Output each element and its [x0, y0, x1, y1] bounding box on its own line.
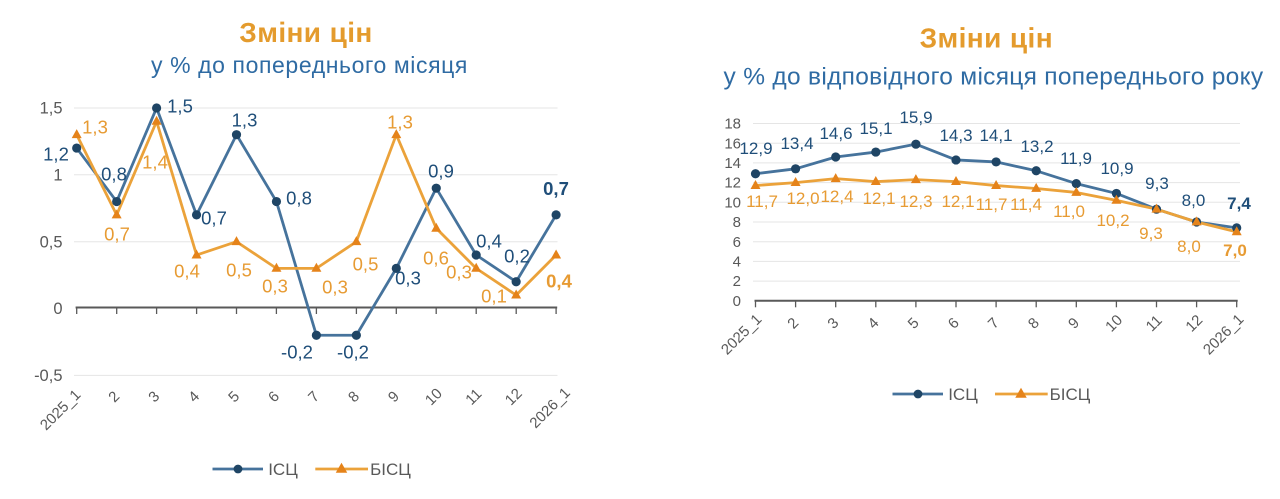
svg-text:ІСЦ: ІСЦ — [948, 385, 978, 404]
svg-text:1,5: 1,5 — [167, 96, 193, 117]
svg-text:8,0: 8,0 — [1177, 237, 1201, 256]
svg-text:13,4: 13,4 — [780, 134, 813, 153]
svg-text:11,4: 11,4 — [1010, 195, 1042, 214]
svg-text:БІСЦ: БІСЦ — [370, 460, 411, 479]
svg-text:9,3: 9,3 — [1139, 224, 1163, 243]
svg-text:15,1: 15,1 — [859, 119, 892, 138]
svg-text:12,3: 12,3 — [899, 192, 932, 211]
svg-text:0,3: 0,3 — [395, 268, 421, 289]
svg-text:14: 14 — [724, 155, 741, 172]
svg-text:0,9: 0,9 — [428, 161, 454, 182]
svg-text:ІСЦ: ІСЦ — [268, 460, 298, 479]
svg-text:4: 4 — [733, 254, 741, 271]
svg-text:0: 0 — [733, 293, 741, 310]
svg-text:11,9: 11,9 — [1060, 149, 1092, 168]
svg-text:-0,5: -0,5 — [34, 367, 62, 385]
svg-text:0,5: 0,5 — [40, 233, 63, 251]
svg-text:1,5: 1,5 — [40, 100, 63, 118]
svg-text:12,1: 12,1 — [941, 192, 974, 211]
svg-text:11,0: 11,0 — [1053, 202, 1085, 221]
svg-text:12,0: 12,0 — [786, 189, 819, 208]
svg-text:-0,2: -0,2 — [337, 342, 369, 363]
svg-text:14,6: 14,6 — [819, 124, 852, 143]
svg-text:0,7: 0,7 — [201, 208, 227, 229]
svg-text:12: 12 — [724, 175, 741, 192]
svg-text:0,6: 0,6 — [423, 248, 449, 269]
svg-text:0,4: 0,4 — [476, 231, 502, 252]
svg-text:8,0: 8,0 — [1182, 191, 1206, 210]
svg-text:0,8: 0,8 — [286, 188, 312, 209]
svg-text:12,9: 12,9 — [739, 139, 772, 158]
svg-text:6: 6 — [733, 234, 741, 251]
svg-text:13,2: 13,2 — [1020, 137, 1053, 156]
svg-text:12,4: 12,4 — [820, 187, 853, 206]
svg-text:0,7: 0,7 — [543, 178, 569, 199]
svg-text:0,5: 0,5 — [226, 260, 252, 281]
svg-text:0,3: 0,3 — [322, 277, 348, 298]
svg-text:0,5: 0,5 — [353, 254, 379, 275]
svg-text:11,7: 11,7 — [976, 195, 1008, 214]
svg-text:у % до відповідного місяця поп: у % до відповідного місяця попереднього … — [724, 64, 1264, 91]
svg-text:Зміни цін: Зміни цін — [239, 17, 372, 48]
svg-text:14,1: 14,1 — [979, 126, 1012, 145]
svg-text:9,3: 9,3 — [1145, 174, 1169, 193]
svg-text:16: 16 — [724, 135, 741, 152]
svg-text:1: 1 — [53, 166, 62, 184]
svg-text:12,1: 12,1 — [862, 189, 895, 208]
svg-text:БІСЦ: БІСЦ — [1050, 385, 1091, 404]
svg-text:7,0: 7,0 — [1223, 241, 1247, 260]
svg-text:0,3: 0,3 — [446, 262, 472, 283]
svg-text:2: 2 — [733, 273, 741, 290]
svg-text:14,3: 14,3 — [939, 126, 972, 145]
svg-text:0,1: 0,1 — [481, 286, 507, 307]
svg-text:у % до попереднього місяця: у % до попереднього місяця — [151, 52, 468, 78]
svg-text:11,7: 11,7 — [746, 192, 778, 211]
svg-text:1,2: 1,2 — [43, 144, 69, 165]
svg-text:10,9: 10,9 — [1100, 159, 1133, 178]
svg-text:0: 0 — [53, 300, 62, 318]
svg-text:0,7: 0,7 — [104, 224, 130, 245]
svg-text:1,3: 1,3 — [232, 110, 258, 131]
svg-text:18: 18 — [724, 116, 741, 133]
svg-text:1,3: 1,3 — [82, 117, 108, 138]
svg-text:1,4: 1,4 — [142, 152, 168, 173]
svg-text:10: 10 — [724, 194, 741, 211]
svg-text:0,2: 0,2 — [504, 246, 530, 267]
svg-text:8: 8 — [733, 214, 741, 231]
svg-text:10,2: 10,2 — [1096, 211, 1129, 230]
svg-text:Зміни цін: Зміни цін — [920, 23, 1053, 54]
svg-text:0,4: 0,4 — [174, 261, 200, 282]
svg-text:0,3: 0,3 — [262, 276, 288, 297]
svg-text:7,4: 7,4 — [1227, 194, 1251, 213]
svg-text:-0,2: -0,2 — [281, 342, 313, 363]
svg-text:0,8: 0,8 — [101, 164, 127, 185]
svg-text:0,4: 0,4 — [546, 271, 572, 292]
svg-text:1,3: 1,3 — [387, 112, 413, 133]
svg-text:15,9: 15,9 — [899, 108, 932, 127]
